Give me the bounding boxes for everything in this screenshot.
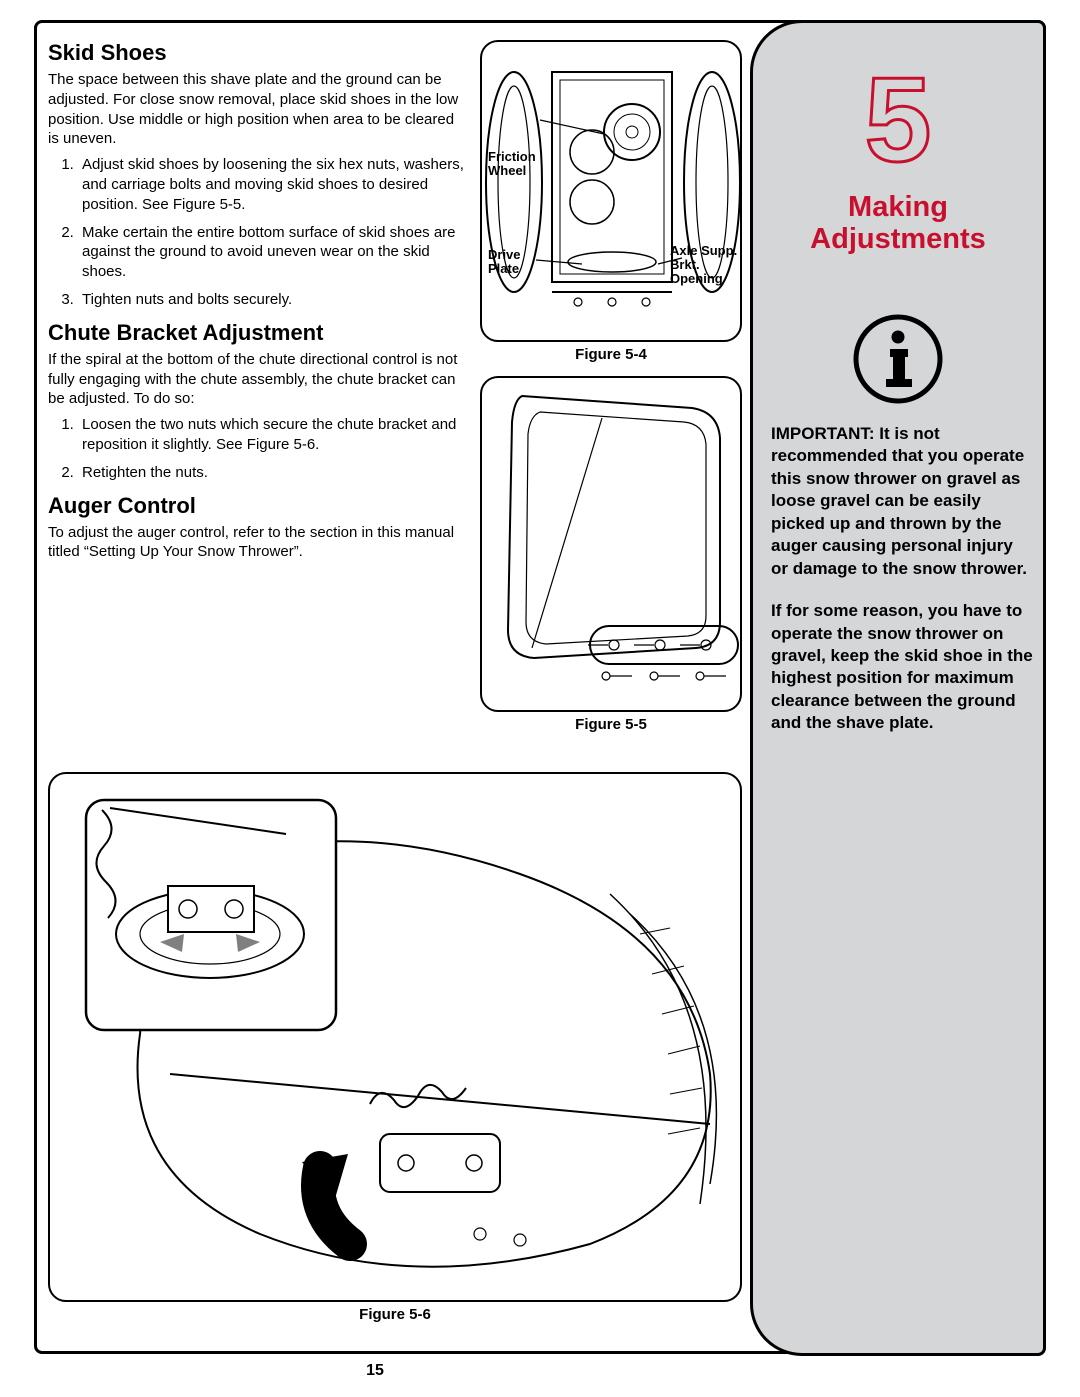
intro-auger-control: To adjust the auger control, refer to th…	[48, 523, 468, 563]
list-item: Tighten nuts and bolts securely.	[78, 290, 468, 310]
list-skid-shoes: Adjust skid shoes by loosening the six h…	[78, 155, 468, 310]
heading-chute-bracket: Chute Bracket Adjustment	[48, 320, 468, 346]
page-number: 15	[0, 1362, 750, 1380]
figure-5-6-diagram	[50, 774, 744, 1304]
figure-5-4-box	[480, 40, 742, 342]
list-item: Retighten the nuts.	[78, 463, 468, 483]
intro-chute-bracket: If the spiral at the bottom of the chute…	[48, 350, 468, 409]
label-friction-wheel: Friction Wheel	[488, 150, 536, 178]
intro-skid-shoes: The space between this shave plate and t…	[48, 70, 468, 149]
chapter-sidebar: 5 Making Adjustments IMPORTANT: It is no…	[750, 20, 1046, 1356]
figure-5-4-diagram	[482, 42, 744, 344]
figure-5-6-box	[48, 772, 742, 1302]
heading-auger-control: Auger Control	[48, 493, 468, 519]
chapter-title: Making Adjustments	[753, 191, 1043, 256]
label-drive-plate: Drive Plate	[488, 248, 521, 276]
svg-text:5: 5	[865, 57, 932, 187]
chapter-number-5-icon: 5	[838, 57, 958, 187]
sidebar-para-1: IMPORTANT: It is not recommended that yo…	[771, 423, 1033, 580]
heading-skid-shoes: Skid Shoes	[48, 40, 468, 66]
list-chute-bracket: Loosen the two nuts which secure the chu…	[78, 415, 468, 482]
figure-5-6-caption: Figure 5-6	[48, 1306, 742, 1323]
figure-5-4-caption: Figure 5-4	[480, 346, 742, 363]
main-text-column: Skid Shoes The space between this shave …	[48, 40, 468, 568]
figure-5-5-diagram	[482, 378, 744, 714]
figure-5-5-box	[480, 376, 742, 712]
list-item: Adjust skid shoes by loosening the six h…	[78, 155, 468, 214]
chapter-number: 5	[753, 57, 1043, 192]
figure-5-5-caption: Figure 5-5	[480, 716, 742, 733]
sidebar-text: IMPORTANT: It is not recommended that yo…	[771, 423, 1033, 755]
info-icon	[753, 313, 1043, 410]
list-item: Loosen the two nuts which secure the chu…	[78, 415, 468, 455]
list-item: Make certain the entire bottom surface o…	[78, 223, 468, 282]
label-axle-supp: Axle Supp. Brkt. Opening	[670, 244, 737, 286]
sidebar-para-2: If for some reason, you have to operate …	[771, 600, 1033, 735]
